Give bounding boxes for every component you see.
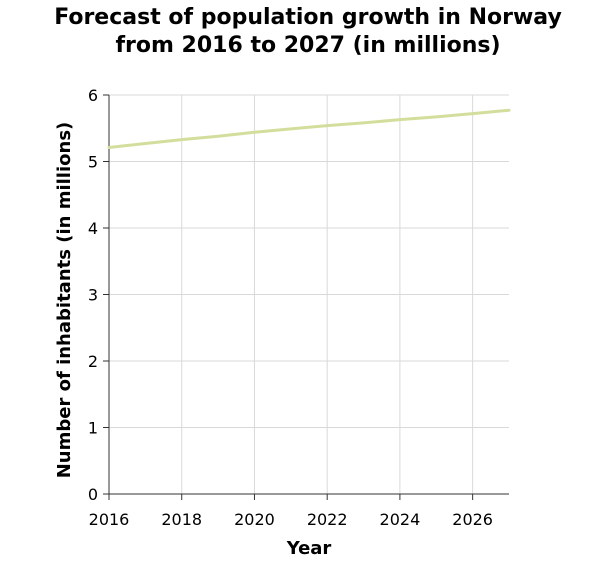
x-tick-label: 2016	[89, 510, 130, 529]
y-tick-label: 4	[88, 219, 98, 238]
x-tick-label: 2022	[307, 510, 348, 529]
y-tick-label: 0	[88, 485, 98, 504]
series	[107, 108, 511, 149]
y-tick-label: 3	[88, 286, 98, 305]
x-axis-title: Year	[286, 538, 332, 559]
chart-title-line-1: Forecast of population growth in Norway	[54, 5, 562, 30]
chart-title-line-2: from 2016 to 2027 (in millions)	[115, 33, 501, 58]
x-tick-label: 2026	[452, 510, 493, 529]
chart-title: Forecast of population growth in Norway …	[0, 4, 616, 60]
grid	[108, 94, 509, 495]
axes	[103, 94, 509, 500]
population-series-line	[107, 108, 511, 149]
tick-labels: 0 1 2 3 4 5 6 2016 2018 2020 2022 2024 2026	[88, 86, 493, 529]
x-tick-label: 2018	[161, 510, 202, 529]
x-tick-label: 2020	[234, 510, 275, 529]
y-tick-label: 6	[88, 86, 98, 105]
y-tick-label: 2	[88, 352, 98, 371]
y-tick-label: 5	[88, 153, 98, 172]
x-tick-label: 2024	[380, 510, 421, 529]
y-tick-label: 1	[88, 419, 98, 438]
y-axis-title: Number of inhabitants (in millions)	[54, 122, 75, 479]
